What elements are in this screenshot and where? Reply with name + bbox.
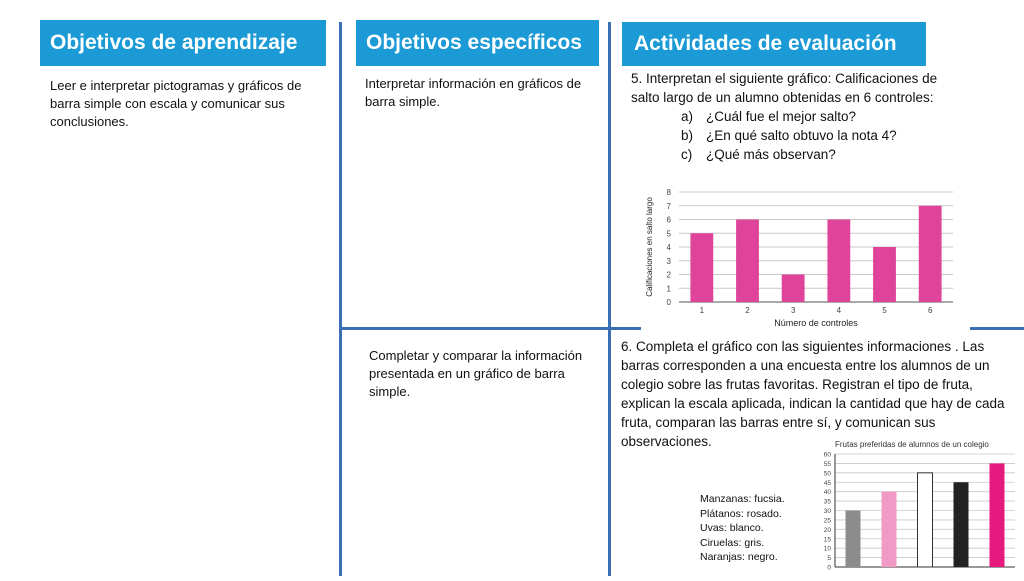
legend-item: Plátanos: rosado. [700, 507, 782, 520]
activity-5-intro: 5. Interpretan el siguiente gráfico: Cal… [631, 71, 938, 105]
y-tick-label: 10 [824, 546, 832, 553]
y-tick-label: 0 [827, 565, 831, 572]
evaluation-activities-title: Actividades de evaluación [634, 32, 897, 55]
y-tick-label: 55 [824, 461, 832, 468]
y-tick-label: 7 [667, 202, 672, 211]
legend-item: Ciruelas: gris. [700, 536, 765, 549]
evaluation-activities-header: Actividades de evaluación [622, 22, 926, 66]
bar [690, 233, 714, 302]
fruit-color-legend: Manzanas: fucsia. Plátanos: rosado. Uvas… [700, 492, 785, 565]
question-letter: a) [681, 109, 694, 124]
y-tick-label: 2 [667, 271, 672, 280]
activity-6-text: 6. Completa el gráfico con las siguiente… [621, 339, 1005, 449]
fruit-preferences-chart: Frutas preferidas de alumnos de un coleg… [815, 437, 1024, 576]
bar [918, 205, 942, 302]
question-item: a) ¿Cuál fue el mejor salto? [681, 107, 966, 126]
bar [827, 219, 851, 302]
y-tick-label: 25 [824, 517, 832, 524]
bar [881, 491, 897, 567]
learning-objectives-title: Objetivos de aprendizaje [50, 31, 298, 54]
y-tick-label: 45 [824, 480, 832, 487]
bar [781, 274, 805, 302]
question-letter: b) [681, 128, 694, 143]
y-tick-label: 5 [667, 229, 672, 238]
y-tick-label: 40 [824, 489, 832, 496]
column-divider-left [339, 22, 342, 576]
y-tick-label: 15 [824, 536, 832, 543]
jump-grades-chart: 0 1 2 3 4 5 6 7 8 1 2 3 4 5 6 Número de controles Califi… [641, 168, 970, 330]
specific-objectives-title: Objetivos específicos [366, 31, 582, 54]
y-tick-label: 0 [667, 298, 672, 307]
question-letter: c) [681, 147, 693, 162]
bar [845, 510, 861, 567]
x-tick-label: 4 [837, 306, 842, 315]
specific-objective-1: Interpretar información en gráficos de b… [365, 76, 582, 109]
legend-item: Naranjas: negro. [700, 551, 778, 563]
y-tick-label: 3 [667, 257, 672, 266]
y-tick-label: 20 [824, 527, 832, 534]
x-tick-label: 2 [745, 306, 750, 315]
y-tick-label: 5 [827, 555, 831, 562]
jump-grades-chart-svg: 0 1 2 3 4 5 6 7 8 1 2 3 4 5 6 Número de controles Califi… [645, 188, 953, 328]
bar [953, 482, 969, 567]
column-divider-right [608, 22, 611, 576]
question-text: ¿En qué salto obtuvo la nota 4? [706, 128, 897, 143]
x-tick-label: 3 [791, 306, 796, 315]
legend-item: Uvas: blanco. [700, 522, 764, 534]
y-tick-label: 4 [667, 243, 672, 252]
y-axis-label: Calificaciones en salto largo [645, 197, 654, 297]
y-tick-label: 35 [824, 499, 832, 506]
activity-5: 5. Interpretan el siguiente gráfico: Cal… [631, 69, 966, 164]
specific-objectives-header: Objetivos específicos [356, 20, 599, 66]
question-item: c) ¿Qué más observan? [681, 145, 966, 164]
y-tick-label: 50 [824, 470, 832, 477]
bar [917, 472, 933, 568]
y-tick-label: 8 [667, 188, 672, 197]
y-tick-label: 60 [824, 452, 832, 459]
activity-5-questions: a) ¿Cuál fue el mejor salto? b) ¿En qué sa… [631, 107, 966, 164]
question-item: b) ¿En qué salto obtuvo la nota 4? [681, 126, 966, 145]
question-text: ¿Qué más observan? [706, 147, 836, 162]
question-text: ¿Cuál fue el mejor salto? [706, 109, 857, 124]
legend-item: Manzanas: fucsia. [700, 493, 785, 505]
x-axis-label: Número de controles [774, 318, 858, 328]
bar [873, 247, 896, 302]
learning-objectives-text: Leer e interpretar pictogramas y gráfico… [50, 78, 302, 129]
fruit-preferences-chart-svg: Frutas preferidas de alumnos de un coleg… [824, 440, 1015, 572]
bar [989, 463, 1005, 567]
chart-title: Frutas preferidas de alumnos de un coleg… [835, 440, 989, 449]
specific-objective-2: Completar y comparar la información pres… [369, 348, 583, 399]
x-tick-label: 6 [928, 306, 933, 315]
y-tick-label: 6 [667, 216, 672, 225]
bar [736, 219, 759, 302]
x-tick-label: 1 [700, 306, 705, 315]
learning-objectives-header: Objetivos de aprendizaje [40, 20, 326, 66]
y-tick-label: 1 [667, 284, 672, 293]
y-tick-label: 30 [824, 508, 832, 515]
x-tick-label: 5 [882, 306, 887, 315]
